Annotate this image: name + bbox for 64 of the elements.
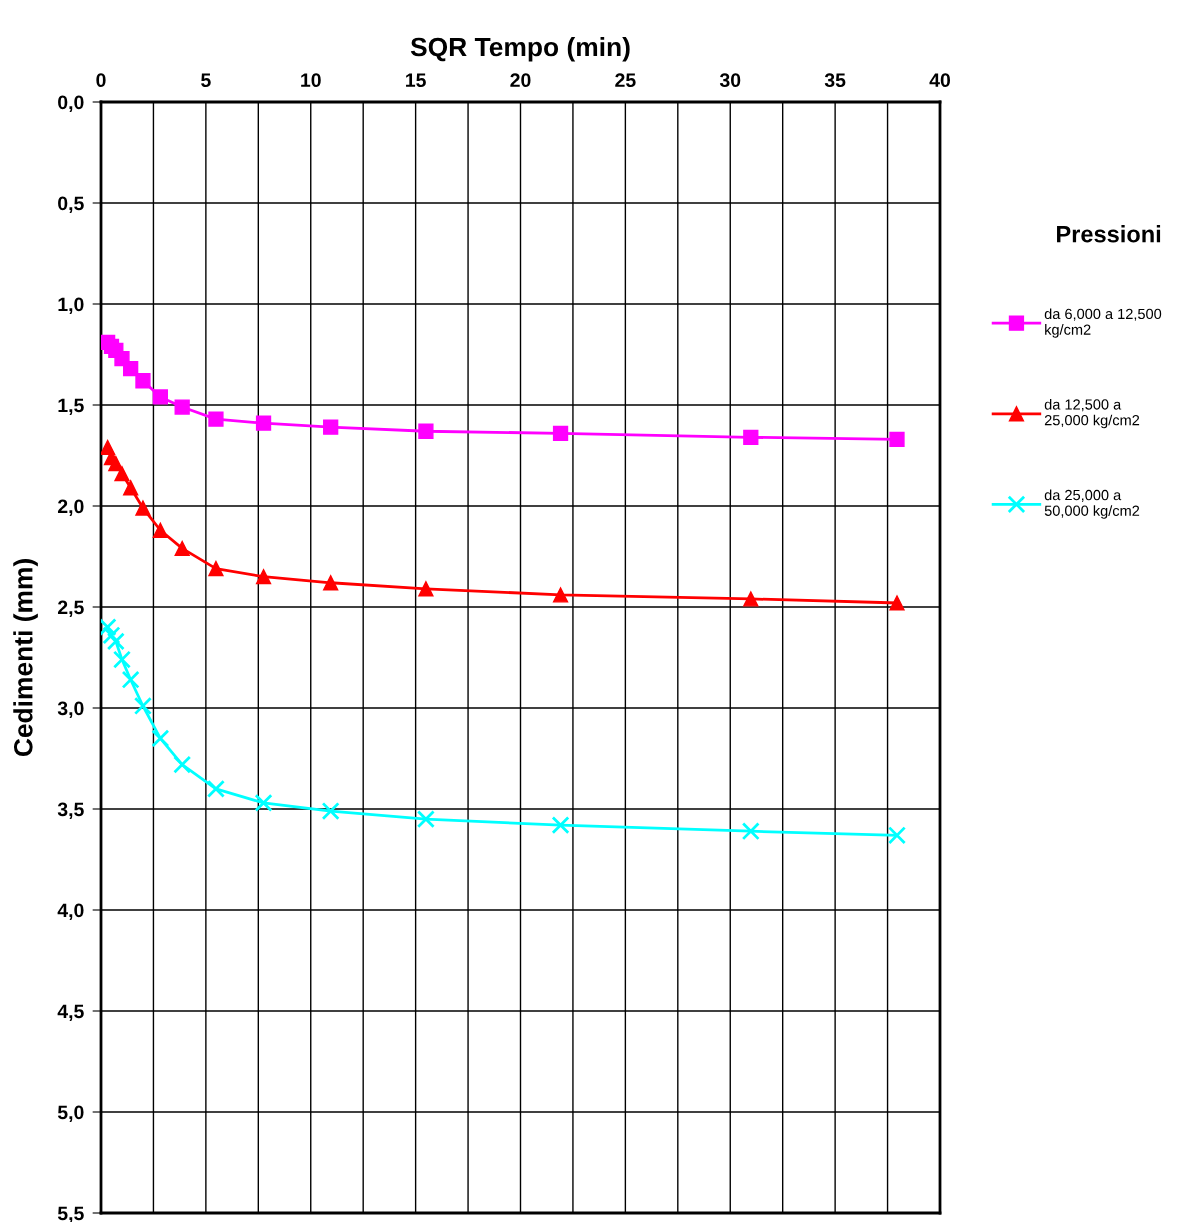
y-tick-label: 2,0 <box>57 499 84 517</box>
point <box>123 361 139 377</box>
legend-title: Pressioni <box>1057 225 1161 243</box>
point <box>323 575 339 591</box>
legend-label: da 6,000 a 12,500 kg/cm2 <box>1044 308 1162 338</box>
y-tick-label: 1,5 <box>58 398 84 416</box>
point <box>418 581 434 597</box>
point <box>114 466 130 482</box>
x-tick-label: 5 <box>201 73 211 88</box>
point <box>418 423 434 439</box>
point <box>102 626 121 645</box>
point <box>321 801 340 821</box>
point <box>106 632 125 651</box>
point <box>173 755 192 774</box>
y-tick-label: 1,0 <box>58 297 84 315</box>
point <box>552 587 569 603</box>
point <box>416 810 435 829</box>
legend-label: da 12,500 a 25,000 kg/cm2 <box>1044 398 1140 429</box>
point <box>135 373 151 389</box>
x-tick-label: 20 <box>510 73 531 88</box>
x-axis-title: SQR Tempo (min) <box>410 36 630 62</box>
point <box>208 411 224 427</box>
point <box>743 429 759 445</box>
point <box>208 560 224 577</box>
point <box>123 480 139 496</box>
point <box>551 816 570 835</box>
point <box>255 415 272 431</box>
x-tick-label: 15 <box>406 73 426 88</box>
point <box>743 591 759 607</box>
point <box>121 670 140 689</box>
legend-label: da 25,000 a 50,000 kg/cm2 <box>1044 489 1140 519</box>
point <box>174 540 190 557</box>
point <box>174 399 190 415</box>
point <box>152 389 168 405</box>
point <box>254 793 273 812</box>
point <box>323 419 339 435</box>
y-tick-label: 0,5 <box>58 196 84 214</box>
x-tick-label: 40 <box>929 73 951 88</box>
point <box>108 455 124 472</box>
point <box>133 696 152 716</box>
y-tick-label: 4,0 <box>57 903 84 921</box>
point <box>552 425 569 441</box>
y-axis-title: Cedimenti (mm) <box>13 559 38 757</box>
point <box>152 522 168 538</box>
y-tick-label: 0,0 <box>58 95 84 113</box>
y-tick-label: 5,0 <box>57 1105 84 1123</box>
point <box>887 826 907 845</box>
point <box>889 595 905 611</box>
point <box>206 779 225 798</box>
y-tick-label: 3,5 <box>57 802 84 820</box>
point <box>135 500 151 516</box>
y-tick-label: 3,0 <box>57 701 84 719</box>
point <box>741 822 760 841</box>
y-tick-label: 2,5 <box>57 600 84 618</box>
x-tick-label: 35 <box>824 73 846 88</box>
x-tick-label: 10 <box>301 73 321 88</box>
point <box>112 650 131 669</box>
point <box>151 729 170 748</box>
y-tick-label: 4,5 <box>57 1004 84 1022</box>
x-tick-label: 30 <box>719 73 741 88</box>
x-tick-label: 0 <box>96 73 106 88</box>
x-tick-label: 25 <box>615 73 636 88</box>
point <box>889 431 905 447</box>
point <box>255 569 272 585</box>
